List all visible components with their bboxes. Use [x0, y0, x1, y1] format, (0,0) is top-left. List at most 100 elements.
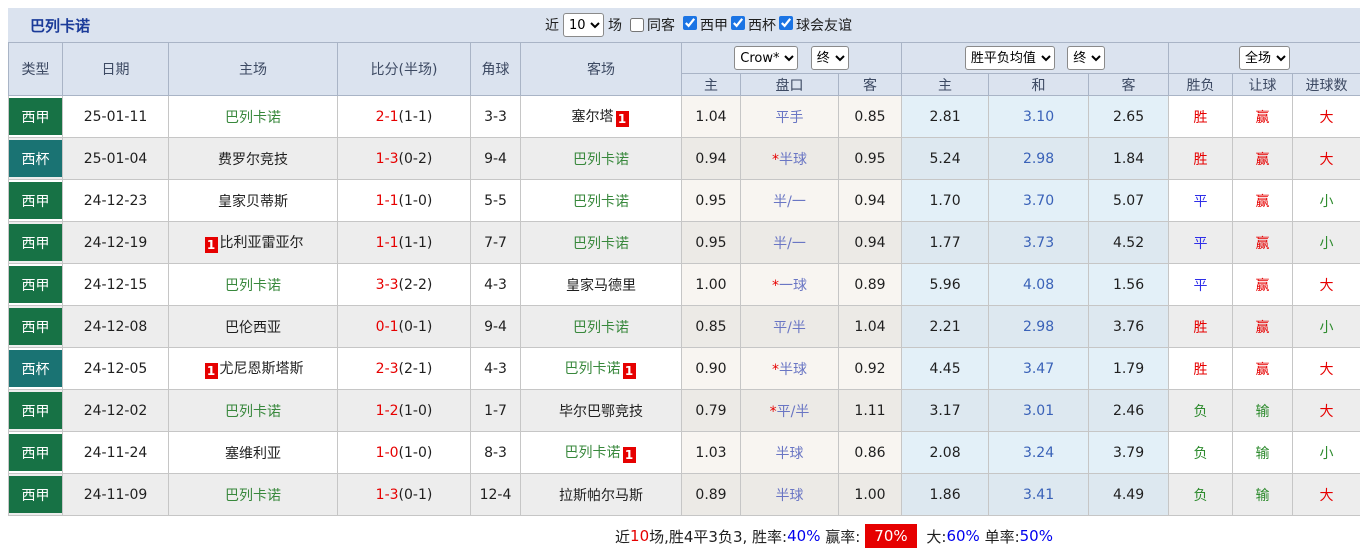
handicap-text: 半球 — [779, 362, 807, 378]
match-date-cell: 24-12-02 — [63, 390, 169, 432]
league-filters: 西甲西杯球会友谊 — [680, 15, 852, 35]
league-type-badge: 西甲 — [9, 308, 62, 345]
red-card-badge: 1 — [205, 363, 218, 379]
avg-away-odds-cell: 1.79 — [1089, 348, 1169, 390]
league-checkbox-0[interactable] — [683, 16, 697, 30]
result-wdl-cell: 胜 — [1169, 306, 1233, 348]
match-date-cell: 24-12-19 — [63, 222, 169, 264]
scope-select[interactable]: 全场 — [1239, 46, 1290, 70]
league-type-cell: 西杯 — [9, 348, 63, 390]
avg-away-odds-cell: 2.46 — [1089, 390, 1169, 432]
col-header-home: 主场 — [169, 43, 338, 96]
corner-cell: 7-7 — [471, 222, 521, 264]
summary-segment: 单率: — [980, 526, 1020, 547]
crow-home-odds-cell: 1.04 — [682, 96, 741, 138]
away-team-cell: 皇家马德里 — [521, 264, 682, 306]
half-time-score: (1-0) — [399, 403, 433, 419]
result-handicap-cell: 赢 — [1233, 264, 1293, 306]
home-team-cell: 巴列卡诺 — [169, 390, 338, 432]
avg-home-odds-cell: 4.45 — [902, 348, 989, 390]
crow-away-odds-cell: 1.04 — [839, 306, 902, 348]
avg-home-odds-cell: 2.81 — [902, 96, 989, 138]
result-handicap-cell: 赢 — [1233, 138, 1293, 180]
summary-segment: 场,胜4平3负3, 胜率: — [649, 526, 787, 547]
result-wdl-cell: 平 — [1169, 264, 1233, 306]
summary-segment: 赢率: — [820, 526, 860, 547]
avg-away-odds-cell: 1.56 — [1089, 264, 1169, 306]
score-cell: 3-3(2-2) — [338, 264, 471, 306]
result-goals-cell: 小 — [1293, 180, 1360, 222]
summary-segment: 10 — [630, 527, 649, 545]
avg-home-odds-cell: 1.86 — [902, 474, 989, 516]
home-team-name: 皇家贝蒂斯 — [218, 194, 288, 210]
avg-draw-odds-cell: 3.41 — [989, 474, 1089, 516]
crow-home-odds-cell: 0.90 — [682, 348, 741, 390]
sub-header-crow-home: 主 — [682, 74, 741, 96]
avg-stage-select[interactable]: 终 — [1067, 46, 1105, 70]
same-away-checkbox[interactable] — [630, 18, 644, 32]
avg-draw-odds-cell: 3.73 — [989, 222, 1089, 264]
home-team-cell: 巴伦西亚 — [169, 306, 338, 348]
result-goals-cell: 大 — [1293, 264, 1360, 306]
full-time-score: 0-1 — [376, 319, 399, 335]
away-team-name: 毕尔巴鄂竞技 — [559, 404, 643, 420]
home-team-name: 塞维利亚 — [225, 446, 281, 462]
avg-draw-odds-cell: 3.47 — [989, 348, 1089, 390]
same-away-label: 同客 — [647, 15, 675, 35]
result-handicap-cell: 赢 — [1233, 96, 1293, 138]
corner-cell: 5-5 — [471, 180, 521, 222]
result-handicap-cell: 赢 — [1233, 348, 1293, 390]
summary-segment: 60% — [946, 527, 979, 545]
result-handicap-cell: 赢 — [1233, 180, 1293, 222]
crow-handicap-cell: 半/一 — [741, 180, 839, 222]
crow-away-odds-cell: 0.85 — [839, 96, 902, 138]
result-handicap-cell: 输 — [1233, 390, 1293, 432]
avg-home-odds-cell: 3.17 — [902, 390, 989, 432]
corner-cell: 1-7 — [471, 390, 521, 432]
result-handicap-cell: 赢 — [1233, 222, 1293, 264]
crow-handicap-cell: *一球 — [741, 264, 839, 306]
crow-handicap-cell: 平/半 — [741, 306, 839, 348]
avg-odds-select[interactable]: 胜平负均值 — [965, 46, 1055, 70]
away-team-cell: 巴列卡诺 — [521, 180, 682, 222]
summary-segment: 40% — [787, 527, 820, 545]
recent-count-select[interactable]: 10 — [563, 13, 604, 37]
early-change-star: * — [772, 362, 779, 378]
home-team-cell: 皇家贝蒂斯 — [169, 180, 338, 222]
away-team-cell: 巴列卡诺 — [521, 222, 682, 264]
crow-away-odds-cell: 1.00 — [839, 474, 902, 516]
crow-home-odds-cell: 1.03 — [682, 432, 741, 474]
home-team-cell: 巴列卡诺 — [169, 474, 338, 516]
half-time-score: (1-1) — [399, 235, 433, 251]
crow-stage-select[interactable]: 终 — [811, 46, 849, 70]
crow-home-odds-cell: 1.00 — [682, 264, 741, 306]
result-wdl-cell: 胜 — [1169, 138, 1233, 180]
away-team-cell: 巴列卡诺 — [521, 306, 682, 348]
league-checkbox-1[interactable] — [731, 16, 745, 30]
league-type-cell: 西甲 — [9, 390, 63, 432]
sub-header-result-wdl: 胜负 — [1169, 74, 1233, 96]
league-type-badge: 西杯 — [9, 350, 62, 387]
bookmaker-select[interactable]: Crow* — [734, 46, 798, 70]
col-header-date: 日期 — [63, 43, 169, 96]
corner-cell: 4-3 — [471, 348, 521, 390]
result-handicap-cell: 输 — [1233, 432, 1293, 474]
crow-home-odds-cell: 0.94 — [682, 138, 741, 180]
sub-header-avg-home: 主 — [902, 74, 989, 96]
score-cell: 1-1(1-1) — [338, 222, 471, 264]
crow-away-odds-cell: 0.94 — [839, 180, 902, 222]
handicap-text: 半/一 — [773, 194, 806, 210]
home-team-name: 尤尼恩斯塔斯 — [220, 361, 304, 377]
away-team-name: 巴列卡诺 — [565, 445, 621, 461]
red-card-badge: 1 — [623, 447, 636, 463]
match-date-cell: 24-11-24 — [63, 432, 169, 474]
full-time-score: 1-1 — [376, 235, 399, 251]
league-checkbox-2[interactable] — [779, 16, 793, 30]
